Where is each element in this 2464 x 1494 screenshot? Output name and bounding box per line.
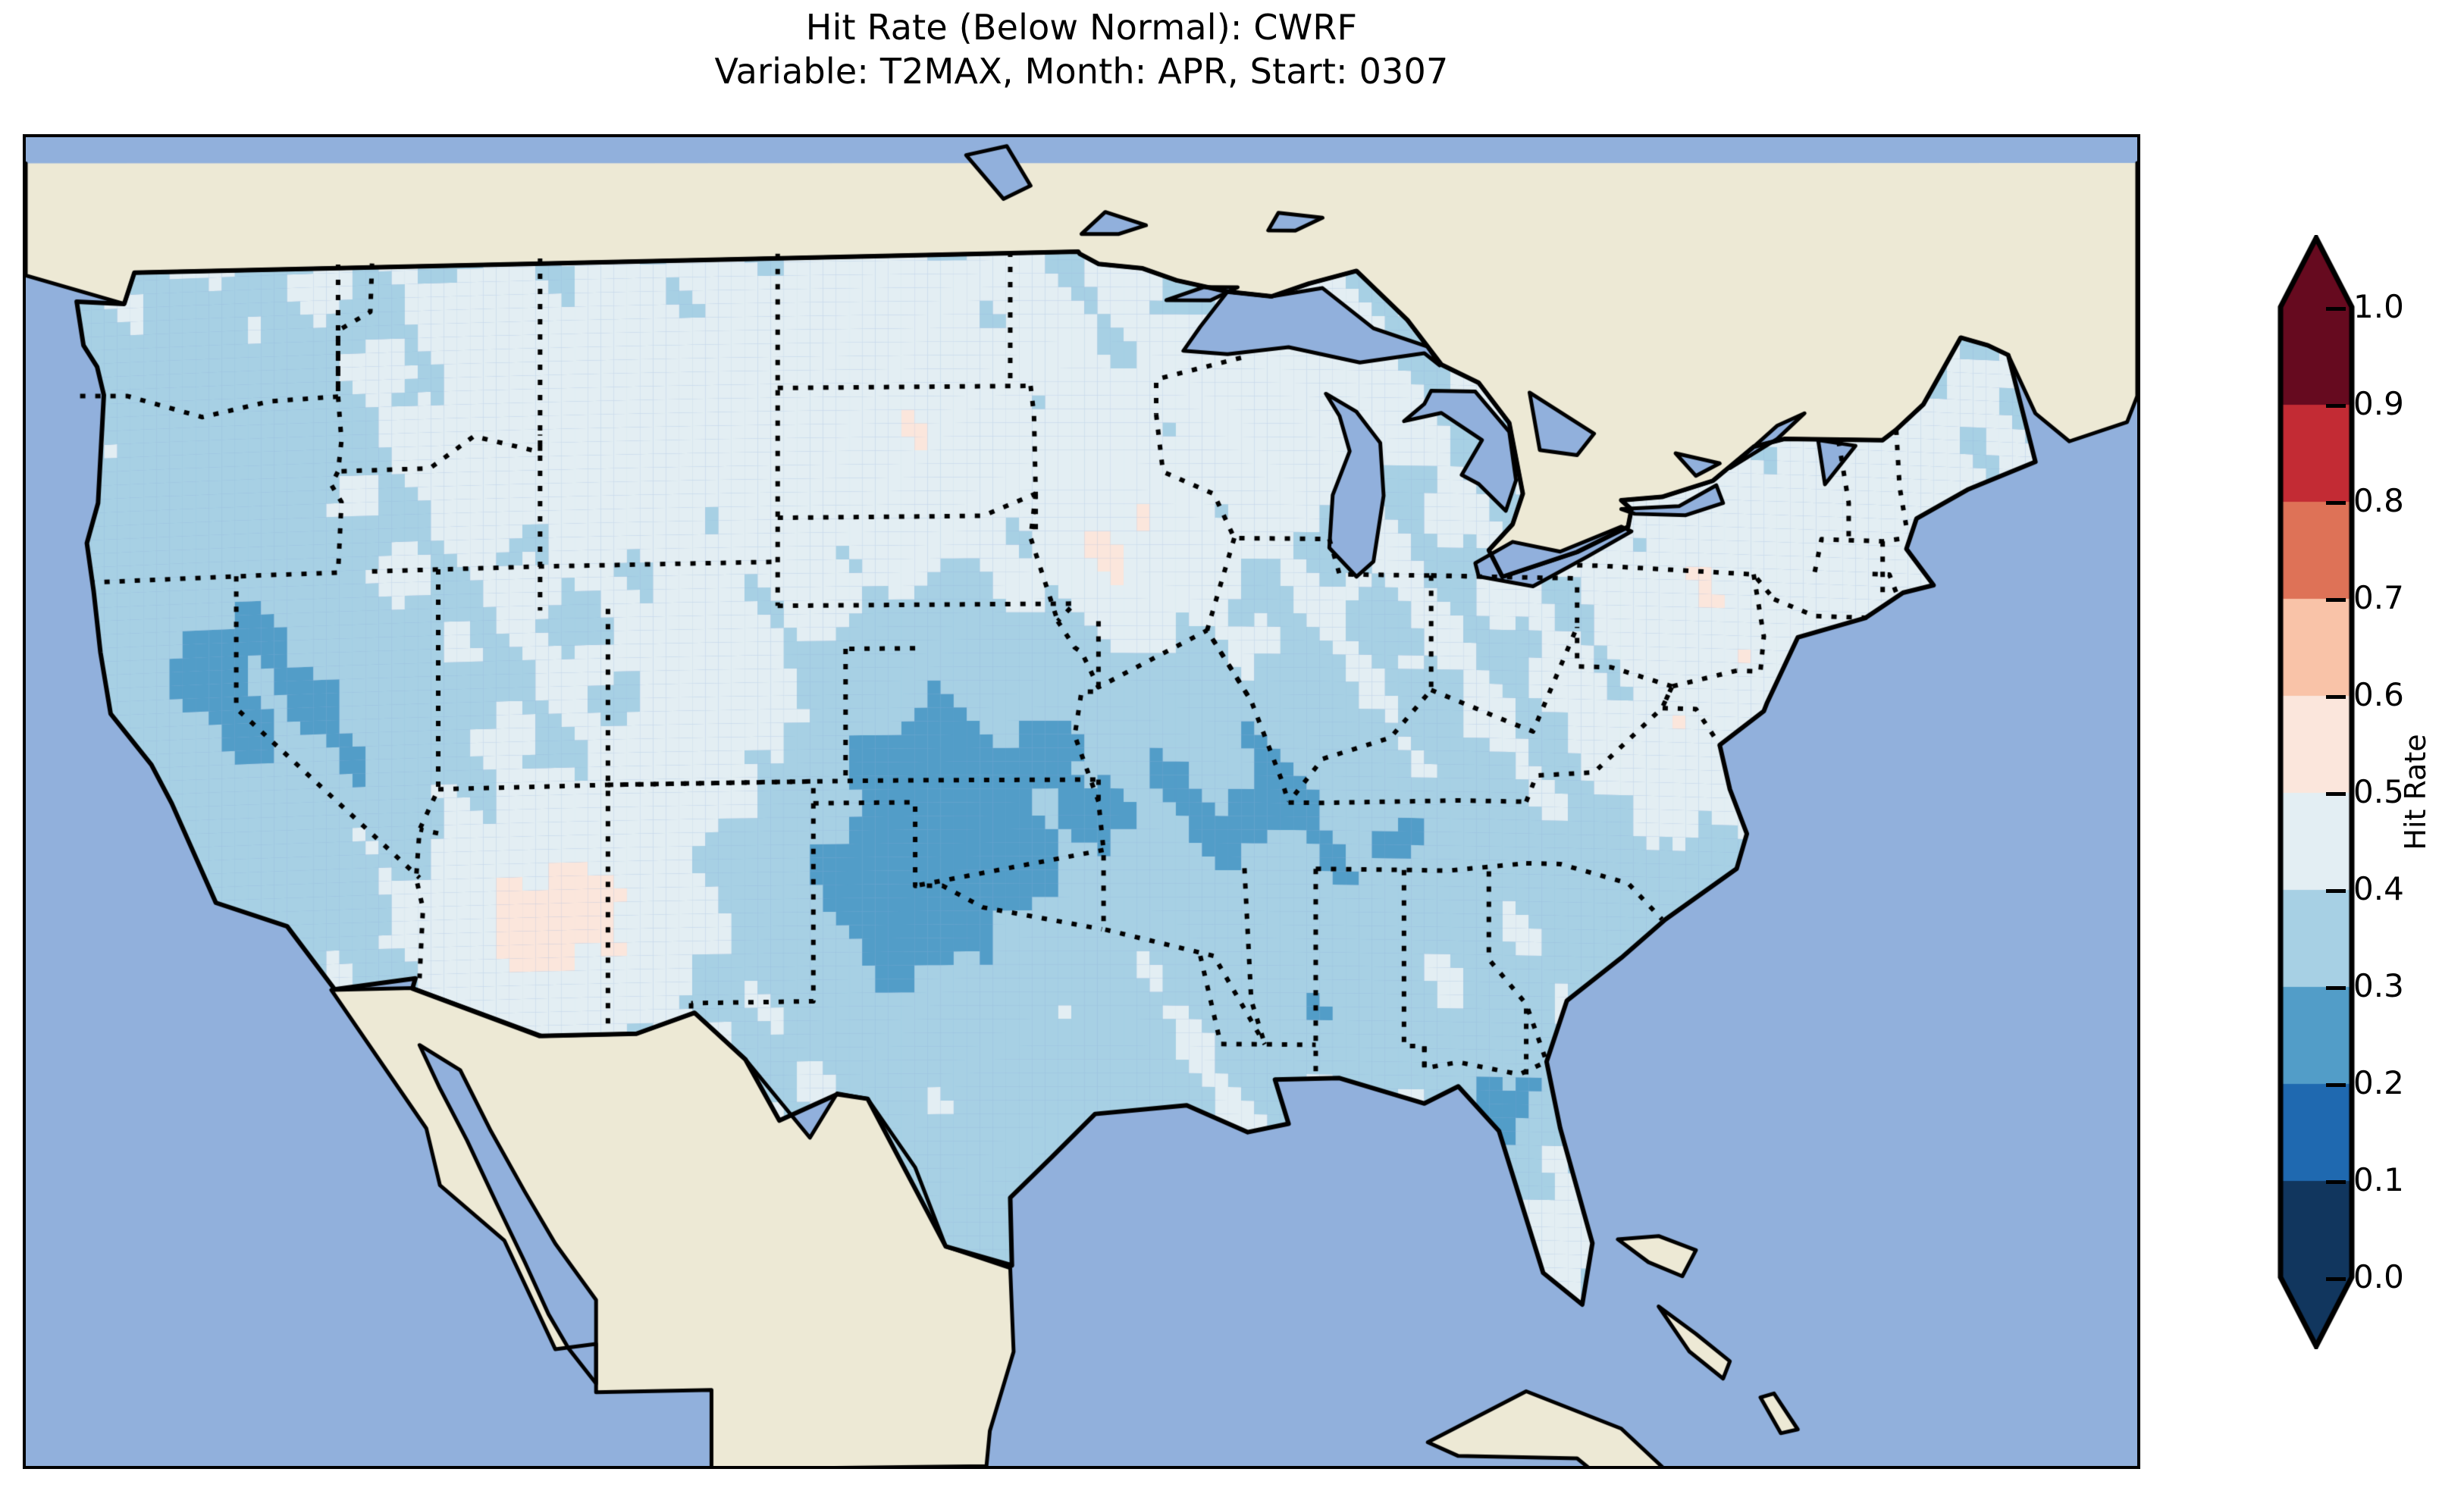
colorbar-tick-mark [2326,889,2346,893]
colorbar-tick-mark [2326,404,2346,408]
colorbar-tick-label: 0.1 [2353,1161,2404,1198]
figure-title: Hit Rate (Below Normal): CWRF Variable: … [0,6,2163,94]
title-line-1: Hit Rate (Below Normal): CWRF [805,7,1358,48]
colorbar-tick-mark [2326,792,2346,796]
colorbar: 0.0 0.1 0.2 0.3 0.4 0.5 0.6 0.7 0.8 0.9 1.0 Hit Ra… [2259,235,2456,1372]
colorbar-tick-label: 0.7 [2353,579,2404,616]
hit-rate-heatmap [26,137,2137,1466]
colorbar-tick-label: 1.0 [2353,288,2404,325]
colorbar-tick-label: 0.5 [2353,773,2404,810]
colorbar-tick-mark [2326,1083,2346,1087]
colorbar-tick-label: 0.3 [2353,967,2404,1004]
colorbar-ticks: 0.0 0.1 0.2 0.3 0.4 0.5 0.6 0.7 0.8 0.9 1.0 [2259,235,2456,1349]
colorbar-axis-label: Hit Rate [2399,734,2432,850]
colorbar-tick-label: 0.4 [2353,870,2404,907]
map-axes [23,134,2140,1469]
colorbar-tick-mark [2326,1180,2346,1184]
title-line-2: Variable: T2MAX, Month: APR, Start: 0307 [714,50,1449,92]
colorbar-tick-label: 0.8 [2353,482,2404,519]
colorbar-tick-label: 0.6 [2353,676,2404,713]
colorbar-tick-mark [2326,695,2346,699]
colorbar-tick-label: 0.2 [2353,1064,2404,1101]
colorbar-tick-mark [2326,307,2346,311]
colorbar-tick-mark [2326,986,2346,990]
colorbar-tick-mark [2326,1277,2346,1281]
colorbar-tick-label: 0.0 [2353,1258,2404,1295]
colorbar-tick-mark [2326,501,2346,505]
colorbar-tick-label: 0.9 [2353,385,2404,422]
colorbar-tick-mark [2326,598,2346,602]
